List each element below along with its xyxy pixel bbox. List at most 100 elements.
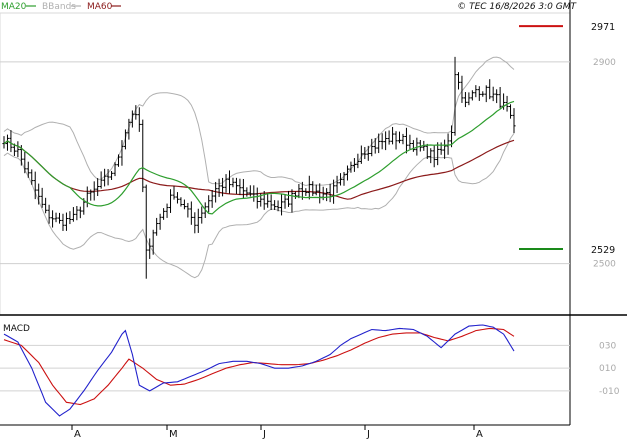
price-bar — [234, 177, 239, 194]
price-bar — [179, 197, 183, 207]
price-bar — [109, 171, 114, 180]
price-bar — [432, 145, 436, 168]
price-bar — [467, 92, 471, 106]
legend-bbands-label: BBands — [42, 2, 76, 12]
price-bar — [116, 154, 121, 167]
price-bar — [474, 85, 478, 98]
price-bar — [220, 177, 225, 197]
price-bar — [37, 183, 41, 205]
price-bar — [390, 126, 395, 145]
price-bar — [429, 148, 433, 164]
price-bar — [85, 186, 89, 208]
price-bar — [481, 91, 485, 97]
price-bar — [16, 141, 20, 158]
bbands-series — [3, 56, 515, 279]
macd-line — [3, 324, 515, 417]
price-bar — [470, 90, 474, 101]
price-bar — [64, 212, 69, 231]
price-bar — [352, 158, 357, 172]
x-tick-label: J — [366, 429, 370, 440]
price-bar — [61, 213, 65, 231]
price-bar — [137, 107, 141, 132]
price-bar — [196, 208, 200, 233]
price-bar — [404, 127, 409, 154]
price-bar — [335, 175, 339, 193]
price-bar — [411, 140, 415, 152]
price-bar — [463, 92, 468, 108]
price-bar — [477, 86, 481, 101]
price-bar — [484, 85, 488, 103]
price-bar — [189, 201, 193, 225]
price-bar — [297, 183, 301, 199]
price-bar — [397, 131, 402, 144]
price-bar — [252, 185, 256, 202]
price-bar — [512, 108, 516, 134]
chart-frame — [0, 0, 627, 426]
legend-ma60-label: MA60 — [87, 2, 113, 12]
copyright-label: © TEC 16/8/2026 3:0 GMT — [457, 2, 577, 12]
price-bar — [44, 197, 48, 214]
price-bar — [113, 162, 117, 177]
marker-label: 2529 — [591, 245, 615, 256]
x-tick-label: A — [74, 429, 81, 440]
signal-line — [3, 327, 515, 406]
price-gridlines — [0, 61, 570, 265]
price-bar — [134, 105, 138, 120]
price-bar — [293, 191, 298, 199]
price-bar — [89, 189, 93, 201]
macd-panel-title: MACD — [3, 324, 30, 334]
price-bar — [92, 181, 96, 201]
price-bar — [307, 175, 311, 200]
price-bar — [273, 200, 277, 210]
ma60-series — [3, 139, 515, 200]
x-tick-label: M — [169, 429, 178, 440]
price-bar — [359, 145, 363, 164]
price-bar — [283, 194, 287, 209]
legend-ma20-label: MA20 — [1, 2, 27, 12]
price-bar — [408, 134, 412, 150]
ma60-line — [3, 139, 515, 200]
macd-y-tick-label: -010 — [599, 387, 620, 397]
price-bar — [182, 199, 187, 210]
price-bar — [193, 212, 197, 234]
price-bar — [148, 238, 152, 259]
price-bar — [123, 129, 128, 150]
price-bar — [456, 72, 461, 90]
price-bar — [75, 205, 79, 221]
price-bar — [165, 203, 169, 218]
marker-label: 2971 — [591, 22, 615, 33]
price-bar — [54, 212, 58, 223]
bbands-upper-line — [3, 56, 515, 187]
price-bar — [23, 151, 27, 174]
price-bar — [495, 89, 499, 104]
price-bar — [370, 138, 374, 157]
price-bar — [127, 118, 131, 140]
price-bar — [349, 161, 353, 173]
price-bar — [210, 190, 214, 208]
price-bar — [338, 173, 343, 186]
price-bar — [453, 56, 457, 136]
price-y-tick-label: 2500 — [593, 260, 616, 270]
price-bar — [57, 212, 62, 224]
price-bar — [68, 211, 72, 225]
price-bar — [186, 202, 190, 218]
price-bar — [103, 168, 107, 187]
price-bar — [141, 119, 145, 193]
price-bar — [449, 125, 454, 148]
price-bar — [255, 187, 259, 209]
bbands-lower-line — [3, 133, 515, 279]
price-bar — [217, 178, 221, 197]
price-bar — [384, 131, 388, 151]
price-bar — [498, 86, 502, 109]
price-bar — [443, 139, 447, 159]
macd-y-tick-label: 030 — [599, 341, 616, 351]
price-bar — [30, 169, 34, 185]
price-bar — [286, 190, 291, 207]
price-bar — [373, 138, 377, 154]
price-bar — [227, 170, 232, 194]
price-bar — [401, 133, 405, 145]
chart-header: MA20 BBands MA60 © TEC 16/8/2026 3:0 GMT — [1, 2, 578, 12]
price-y-tick-label: 2900 — [593, 58, 616, 68]
